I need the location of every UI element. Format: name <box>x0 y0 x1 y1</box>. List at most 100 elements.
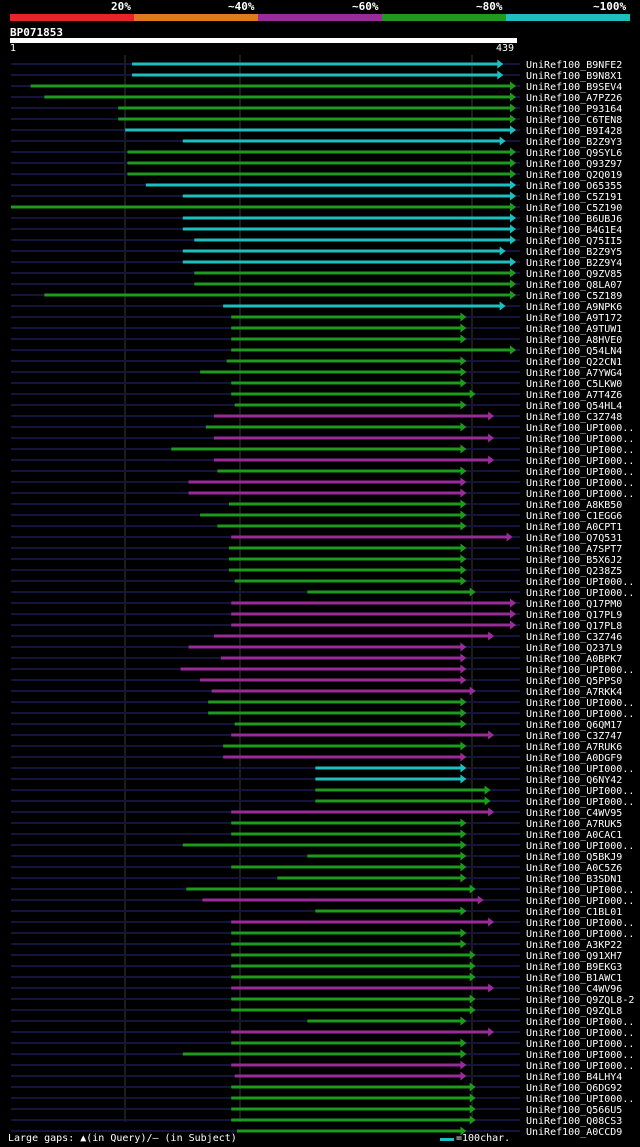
hit-row[interactable]: UniRef100_B5X6J2 <box>11 554 622 567</box>
hit-row[interactable]: UniRef100_UPI000.. <box>11 708 634 721</box>
hit-row[interactable]: UniRef100_A0CPT1 <box>11 521 622 534</box>
hit-row[interactable]: UniRef100_UPI000.. <box>11 1093 634 1106</box>
hit-row[interactable]: UniRef100_A0C5Z6 <box>11 862 622 875</box>
hit-row[interactable]: UniRef100_UPI000.. <box>11 466 634 479</box>
hit-row[interactable]: UniRef100_B2Z9Y3 <box>11 136 622 149</box>
hit-row[interactable]: UniRef100_UPI000.. <box>11 444 634 457</box>
hit-row[interactable]: UniRef100_UPI000.. <box>11 422 634 435</box>
hit-bar <box>231 975 471 979</box>
hit-row[interactable]: UniRef100_C3Z746 <box>11 631 622 644</box>
hit-row[interactable]: UniRef100_Q2Q019 <box>11 169 622 182</box>
hit-row[interactable]: UniRef100_B9N8X1 <box>11 70 622 83</box>
hit-row[interactable]: UniRef100_C3Z747 <box>11 730 622 743</box>
hit-row[interactable]: UniRef100_Q7Q531 <box>11 532 622 545</box>
hit-row[interactable]: UniRef100_UPI000.. <box>11 785 634 798</box>
hit-row[interactable]: UniRef100_Q6QM17 <box>11 719 622 732</box>
hit-row[interactable]: UniRef100_Q238Z5 <box>11 565 622 578</box>
hit-row[interactable]: UniRef100_A0CCD9 <box>11 1126 622 1139</box>
hit-row[interactable]: UniRef100_C4WV96 <box>11 983 622 996</box>
hit-row[interactable]: UniRef100_UPI000.. <box>11 455 634 468</box>
hit-row[interactable]: UniRef100_B9EKG3 <box>11 961 622 974</box>
hit-row[interactable]: UniRef100_Q22CN1 <box>11 356 622 369</box>
hit-row[interactable]: UniRef100_A9NPK6 <box>11 301 622 314</box>
hit-row[interactable]: UniRef100_Q237L9 <box>11 642 622 655</box>
hit-row[interactable]: UniRef100_Q5PPS0 <box>11 675 622 688</box>
hit-row[interactable]: UniRef100_B3SDN1 <box>11 873 622 886</box>
hit-row[interactable]: UniRef100_A7RUK5 <box>11 818 622 831</box>
footer-gap-legend: Large gaps: ▲(in Query)/— (in Subject) <box>8 1133 237 1144</box>
hit-row[interactable]: UniRef100_C5LKW0 <box>11 378 622 391</box>
hit-row[interactable]: UniRef100_Q08CS3 <box>11 1115 622 1128</box>
hit-row[interactable]: UniRef100_C1EGG6 <box>11 510 622 523</box>
hit-row[interactable]: UniRef100_C5Z190 <box>11 202 622 215</box>
hit-row[interactable]: UniRef100_A9TUW1 <box>11 323 622 336</box>
hit-row[interactable]: UniRef100_Q9ZQL8 <box>11 1005 622 1018</box>
hit-row[interactable]: UniRef100_Q17PL9 <box>11 609 622 622</box>
hit-row[interactable]: UniRef100_B6UBJ6 <box>11 213 622 226</box>
hit-row[interactable]: UniRef100_A7PZ26 <box>11 92 622 105</box>
hit-row[interactable]: UniRef100_UPI000.. <box>11 488 634 501</box>
hit-row[interactable]: UniRef100_B1AWC1 <box>11 972 622 985</box>
hit-row[interactable]: UniRef100_A0DGF9 <box>11 752 622 765</box>
hit-row[interactable]: UniRef100_C6TEN8 <box>11 114 622 127</box>
hit-row[interactable]: UniRef100_A8HVE0 <box>11 334 622 347</box>
hit-row[interactable]: UniRef100_Q75II5 <box>11 235 622 248</box>
hit-row[interactable]: UniRef100_UPI000.. <box>11 1027 634 1040</box>
hit-row[interactable]: UniRef100_Q54LN4 <box>11 345 622 358</box>
hit-row[interactable]: UniRef100_UPI000.. <box>11 1060 634 1073</box>
hit-row[interactable]: UniRef100_UPI000.. <box>11 796 634 809</box>
hit-row[interactable]: UniRef100_C4WV95 <box>11 807 622 820</box>
hit-row[interactable]: UniRef100_Q9ZV85 <box>11 268 622 281</box>
hit-row[interactable]: UniRef100_A7SPT7 <box>11 543 622 556</box>
hit-row[interactable]: UniRef100_UPI000.. <box>11 917 634 930</box>
hit-row[interactable]: UniRef100_UPI000.. <box>11 1038 634 1051</box>
hit-row[interactable]: UniRef100_A9T172 <box>11 312 622 325</box>
hit-row[interactable]: UniRef100_A7RUK6 <box>11 741 622 754</box>
hit-row[interactable]: UniRef100_B2Z9Y5 <box>11 246 622 259</box>
hit-row[interactable]: UniRef100_UPI000.. <box>11 1049 634 1062</box>
hit-row[interactable]: UniRef100_A8KB50 <box>11 499 622 512</box>
hit-row[interactable]: UniRef100_B4G1E4 <box>11 224 622 237</box>
hit-row[interactable]: UniRef100_UPI000.. <box>11 840 634 853</box>
hit-row[interactable]: UniRef100_A0BPK7 <box>11 653 622 666</box>
hit-row[interactable]: UniRef100_Q17PL8 <box>11 620 622 633</box>
hit-row[interactable]: UniRef100_C1BL01 <box>11 906 622 919</box>
hit-row[interactable]: UniRef100_O65355 <box>11 180 622 193</box>
hit-row[interactable]: UniRef100_Q6NY42 <box>11 774 622 787</box>
hit-row[interactable]: UniRef100_Q8LA07 <box>11 279 622 292</box>
hit-row[interactable]: UniRef100_A7RKK4 <box>11 686 622 699</box>
hit-row[interactable]: UniRef100_UPI000.. <box>11 664 634 677</box>
hit-row[interactable]: UniRef100_UPI000.. <box>11 477 634 490</box>
hit-row[interactable]: UniRef100_Q93Z97 <box>11 158 622 171</box>
hit-row[interactable]: UniRef100_UPI000.. <box>11 928 634 941</box>
hit-row[interactable]: UniRef100_UPI000.. <box>11 763 634 776</box>
hit-row[interactable]: UniRef100_A7YWG4 <box>11 367 622 380</box>
hit-row[interactable]: UniRef100_Q566U5 <box>11 1104 622 1117</box>
hit-row[interactable]: UniRef100_P93164 <box>11 103 622 116</box>
hit-row[interactable]: UniRef100_UPI000.. <box>11 587 634 600</box>
hit-row[interactable]: UniRef100_B2Z9Y4 <box>11 257 622 270</box>
hit-row[interactable]: UniRef100_UPI000.. <box>11 433 634 446</box>
hit-row[interactable]: UniRef100_UPI000.. <box>11 576 634 589</box>
hit-row[interactable]: UniRef100_Q91XH7 <box>11 950 622 963</box>
hit-row[interactable]: UniRef100_A7T4Z6 <box>11 389 622 402</box>
hit-row[interactable]: UniRef100_B4LHY4 <box>11 1071 622 1084</box>
hit-row[interactable]: UniRef100_UPI000.. <box>11 1016 634 1029</box>
hit-row[interactable]: UniRef100_Q9SYL6 <box>11 147 622 160</box>
hit-row[interactable]: UniRef100_C3Z748 <box>11 411 622 424</box>
hit-row[interactable]: UniRef100_Q54HL4 <box>11 400 622 413</box>
hit-row[interactable]: UniRef100_B9NFE2 <box>11 59 622 72</box>
hit-row[interactable]: UniRef100_Q9ZQL8-2 <box>11 994 634 1007</box>
hit-row[interactable]: UniRef100_A0CAC1 <box>11 829 622 842</box>
hit-row[interactable]: UniRef100_B9SEV4 <box>11 81 622 94</box>
hit-row[interactable]: UniRef100_UPI000.. <box>11 697 634 710</box>
hit-row[interactable]: UniRef100_A3KP22 <box>11 939 622 952</box>
hit-row[interactable]: UniRef100_UPI000.. <box>11 884 634 897</box>
hit-row[interactable]: UniRef100_C5Z189 <box>11 290 622 303</box>
hit-row[interactable]: UniRef100_UPI000.. <box>11 895 634 908</box>
hit-row[interactable]: UniRef100_C5Z191 <box>11 191 622 204</box>
hit-row[interactable]: UniRef100_Q6DG92 <box>11 1082 622 1095</box>
hit-row[interactable]: UniRef100_Q5BKJ9 <box>11 851 622 864</box>
hit-row[interactable]: UniRef100_B9I428 <box>11 125 622 138</box>
hit-row[interactable]: UniRef100_Q17PM0 <box>11 598 622 611</box>
